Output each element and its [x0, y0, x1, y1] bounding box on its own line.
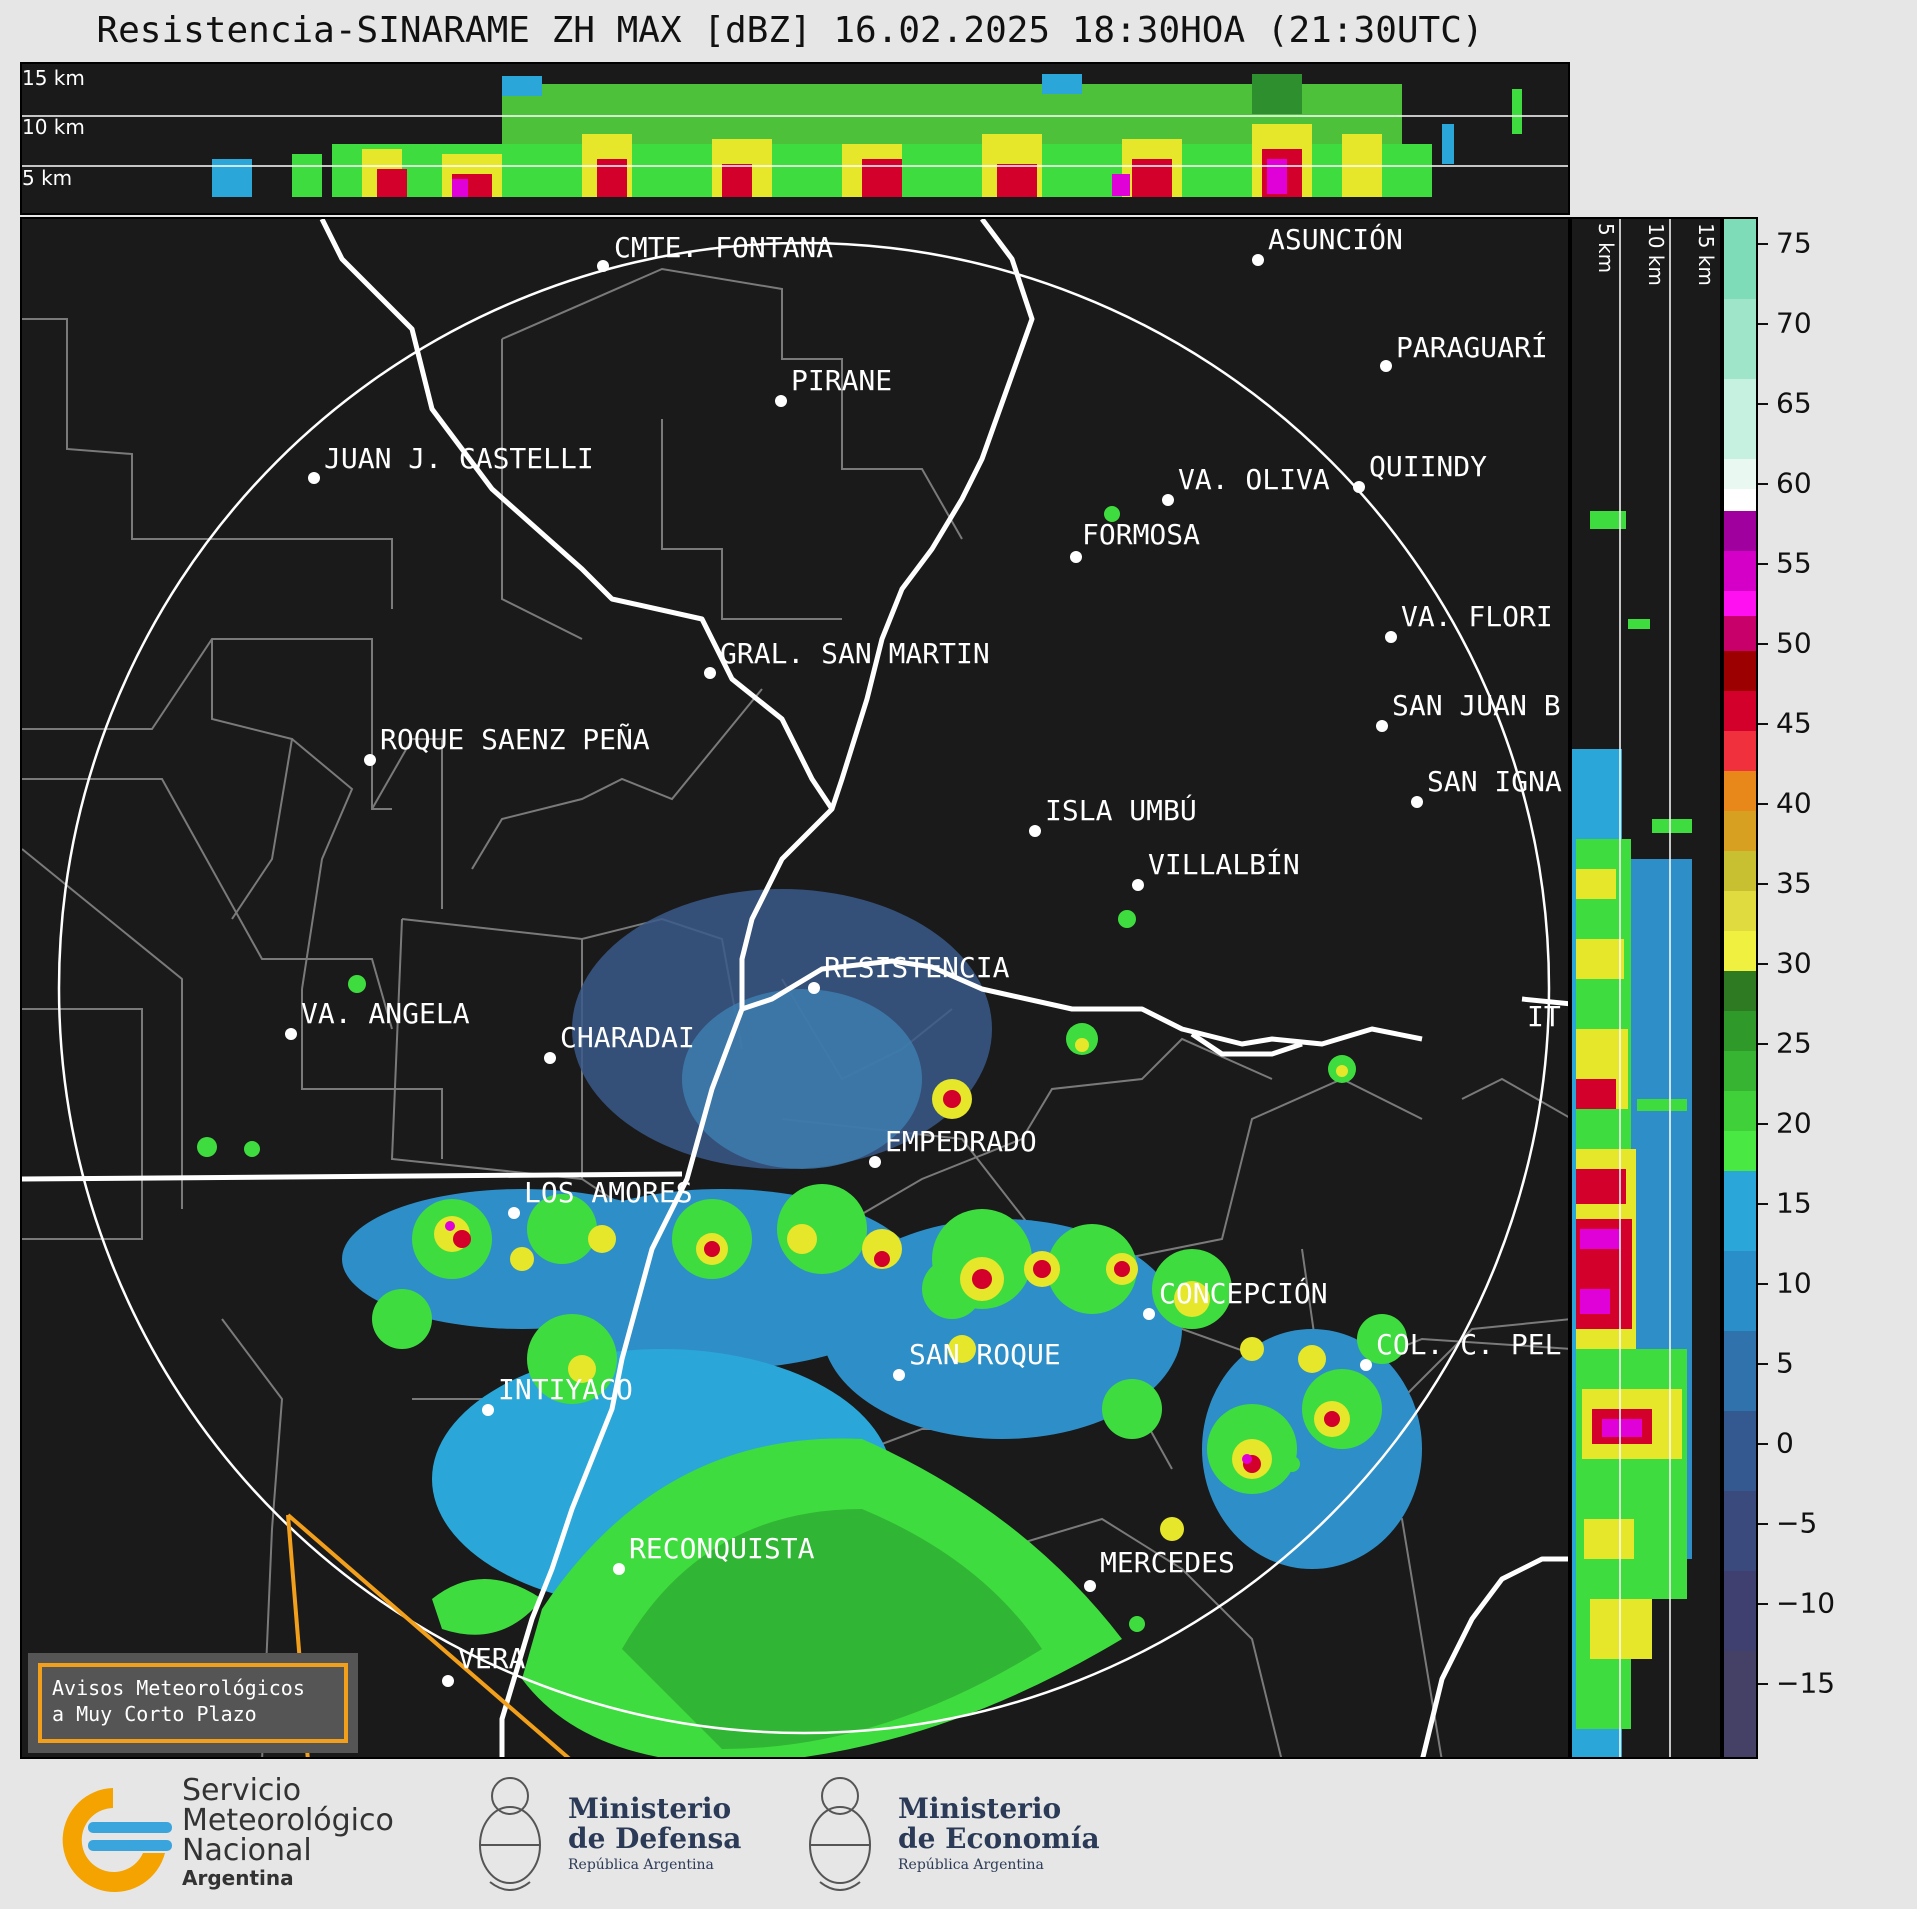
colorbar-tick-label: 20 — [1776, 1106, 1812, 1140]
right-cross-section: 5 km 10 km 15 km — [1570, 217, 1722, 1759]
smn-line-4: Argentina — [182, 1866, 294, 1890]
smn-logo[interactable]: Servicio Meteorológico Nacional Argentin… — [48, 1762, 428, 1909]
smn-line-3: Nacional — [182, 1833, 312, 1868]
economia-logo[interactable]: Ministerio de Economía República Argenti… — [800, 1762, 1100, 1909]
colorbar-tick-label: 45 — [1776, 706, 1812, 740]
warning-legend-box[interactable]: Avisos Meteorológicos a Muy Corto Plazo — [28, 1653, 358, 1753]
colorbar-tick-label: 30 — [1776, 946, 1812, 980]
economia-line-1: Ministerio — [898, 1792, 1062, 1825]
coat-of-arms-icon — [809, 1777, 871, 1891]
city-pirane: PIRANE — [791, 364, 892, 397]
dbz-colorbar — [1722, 217, 1758, 1759]
radar-echoes — [197, 506, 1422, 1757]
colorbar-tick-label: −10 — [1776, 1586, 1836, 1620]
defensa-line-1: Ministerio — [568, 1792, 732, 1825]
smn-line-2: Meteorológico — [182, 1803, 394, 1838]
defensa-logo[interactable]: Ministerio de Defensa República Argentin… — [470, 1762, 760, 1909]
warning-line-1: Avisos Meteorológicos — [52, 1676, 305, 1700]
economia-line-2: de Economía — [898, 1822, 1100, 1855]
city-isla-umbu: ISLA UMBÚ — [1045, 793, 1197, 827]
colorbar-tick-label: 70 — [1776, 306, 1812, 340]
colorbar-tick-label: 40 — [1776, 786, 1812, 820]
smn-line-1: Servicio — [182, 1773, 302, 1808]
city-markers: CMTE. FONTANA ASUNCIÓN PARAGUARÍ PIRANE … — [285, 222, 1562, 1687]
city-col-c-pel: COL. C. PEL — [1376, 1328, 1561, 1361]
coat-of-arms-icon — [479, 1777, 541, 1891]
rivers — [319, 219, 1568, 1757]
city-intiyaco: INTIYACO — [498, 1373, 633, 1406]
colorbar-tick-label: 5 — [1776, 1346, 1794, 1380]
city-paraguari: PARAGUARÍ — [1396, 330, 1548, 364]
colorbar-tick-label: 65 — [1776, 386, 1812, 420]
colorbar-tick-label: 25 — [1776, 1026, 1812, 1060]
defensa-line-2: de Defensa — [568, 1822, 742, 1855]
warning-line-2: a Muy Corto Plazo — [52, 1702, 257, 1726]
top-alt-15km: 15 km — [22, 66, 85, 90]
top-cross-section: 15 km 10 km 5 km — [20, 62, 1570, 215]
economia-line-3: República Argentina — [898, 1857, 1044, 1873]
map-title: Resistencia-SINARAME ZH MAX [dBZ] 16.02.… — [96, 10, 1484, 51]
top-alt-10km: 10 km — [22, 115, 85, 139]
city-villalbin: VILLALBÍN — [1148, 847, 1300, 881]
colorbar-tick-label: 50 — [1776, 626, 1812, 660]
city-formosa: FORMOSA — [1082, 518, 1200, 551]
top-alt-5km: 5 km — [22, 166, 72, 190]
colorbar-tick-label: 35 — [1776, 866, 1812, 900]
radar-map[interactable]: CMTE. FONTANA ASUNCIÓN PARAGUARÍ PIRANE … — [20, 217, 1570, 1759]
colorbar-tick-label: 75 — [1776, 226, 1812, 260]
city-san-igna: SAN IGNA — [1427, 765, 1562, 798]
city-va-oliva: VA. OLIVA — [1178, 463, 1330, 496]
city-empedrado: EMPEDRADO — [885, 1125, 1037, 1158]
city-san-juan-b: SAN JUAN B — [1392, 689, 1561, 722]
footer-logos: Servicio Meteorológico Nacional Argentin… — [0, 1762, 1917, 1909]
city-charadai: CHARADAI — [560, 1021, 695, 1054]
colorbar-tick-label: −15 — [1776, 1666, 1836, 1700]
city-it: IT — [1527, 1000, 1561, 1033]
city-vera: VERA — [458, 1642, 526, 1675]
colorbar-tick-label: 60 — [1776, 466, 1812, 500]
range-ring — [57, 241, 1551, 1735]
city-juan-j-castelli: JUAN J. CASTELLI — [324, 442, 594, 475]
right-alt-5km: 5 km — [1594, 223, 1618, 273]
colorbar-tick-label: 10 — [1776, 1266, 1812, 1300]
city-gral-san-martin: GRAL. SAN MARTIN — [720, 637, 990, 670]
city-resistencia: RESISTENCIA — [824, 951, 1010, 984]
smn-emblem-icon — [62, 1788, 172, 1892]
city-va-angela: VA. ANGELA — [301, 997, 470, 1030]
city-los-amores: LOS AMORES — [524, 1176, 693, 1209]
city-va-flori: VA. FLORI — [1401, 600, 1553, 633]
city-reconquista: RECONQUISTA — [629, 1532, 815, 1565]
colorbar-tick-label: 55 — [1776, 546, 1812, 580]
colorbar-ticks: 75 70 65 60 55 50 45 40 35 30 25 20 15 10 5 0 −5 −10 −15 — [1758, 217, 1917, 1759]
city-roque-saenz-pena: ROQUE SAENZ PEÑA — [380, 722, 650, 756]
right-alt-10km: 10 km — [1644, 223, 1668, 286]
city-cmte-fontana: CMTE. FONTANA — [614, 231, 833, 264]
province-border — [22, 1171, 683, 1182]
city-concepcion: CONCEPCIÓN — [1159, 1276, 1328, 1310]
defensa-line-3: República Argentina — [568, 1857, 714, 1873]
city-san-roque: SAN ROQUE — [909, 1338, 1061, 1371]
city-asuncion: ASUNCIÓN — [1268, 222, 1403, 256]
colorbar-tick-label: −5 — [1776, 1506, 1818, 1540]
colorbar-tick-label: 15 — [1776, 1186, 1812, 1220]
city-mercedes: MERCEDES — [1100, 1546, 1235, 1579]
city-quiindy: QUIINDY — [1369, 450, 1487, 483]
colorbar-tick-label: 0 — [1776, 1426, 1794, 1460]
right-alt-15km: 15 km — [1694, 223, 1718, 286]
